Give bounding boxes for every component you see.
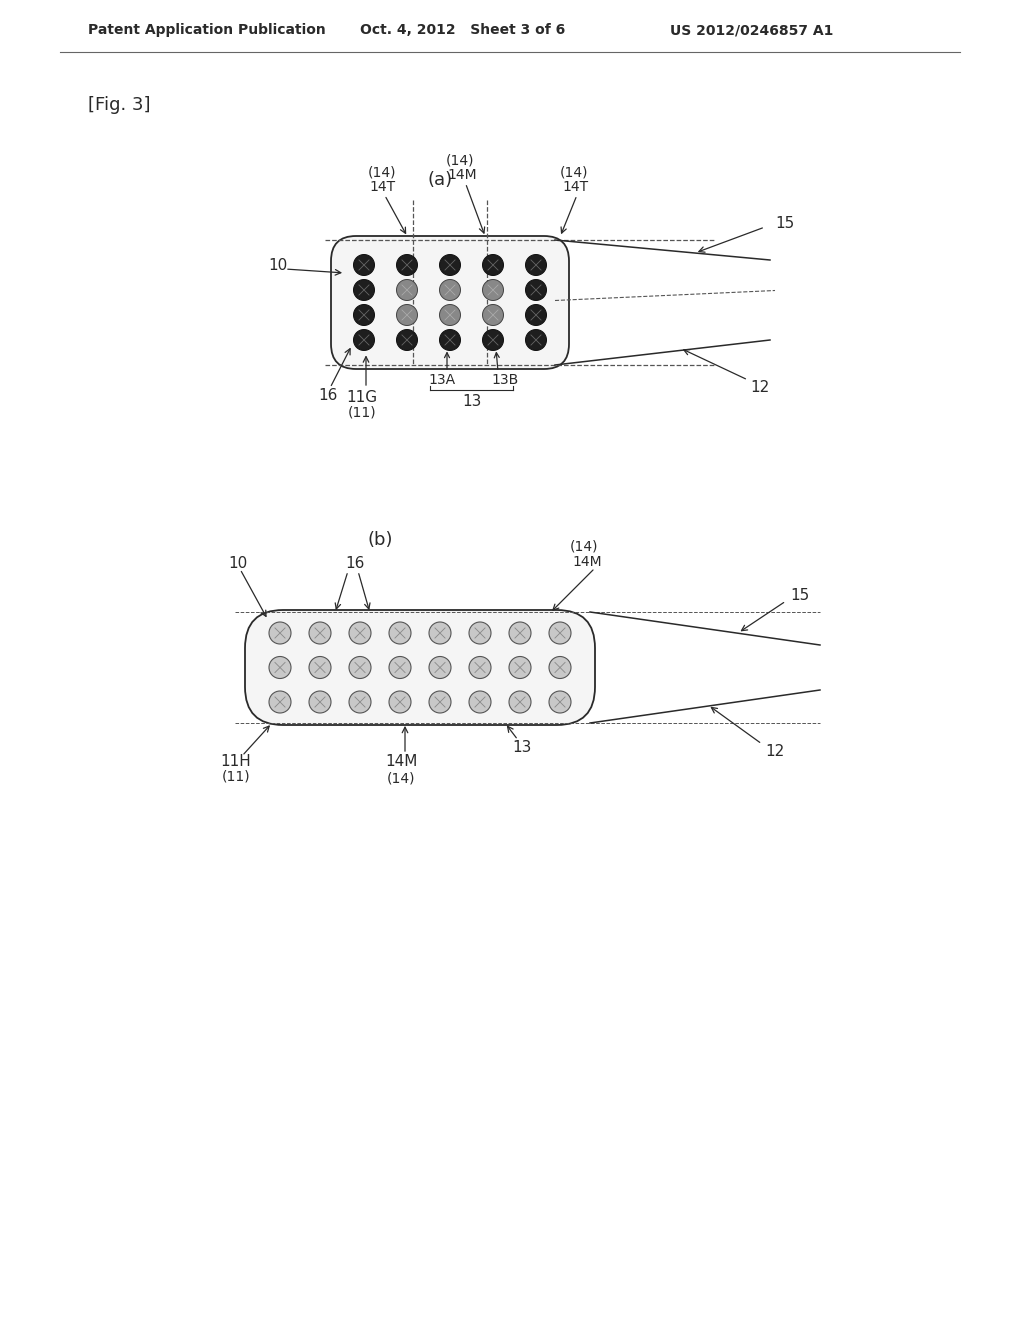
Circle shape bbox=[269, 622, 291, 644]
Circle shape bbox=[353, 330, 375, 351]
Text: (14): (14) bbox=[368, 165, 396, 180]
Text: 10: 10 bbox=[228, 556, 247, 570]
Circle shape bbox=[549, 622, 571, 644]
Circle shape bbox=[389, 690, 411, 713]
Circle shape bbox=[396, 330, 418, 351]
Circle shape bbox=[349, 690, 371, 713]
Text: Oct. 4, 2012   Sheet 3 of 6: Oct. 4, 2012 Sheet 3 of 6 bbox=[360, 22, 565, 37]
Circle shape bbox=[429, 622, 451, 644]
Circle shape bbox=[509, 690, 531, 713]
Text: [Fig. 3]: [Fig. 3] bbox=[88, 96, 151, 114]
Circle shape bbox=[549, 690, 571, 713]
Text: (a): (a) bbox=[427, 172, 453, 189]
Circle shape bbox=[525, 280, 547, 301]
Text: 15: 15 bbox=[790, 587, 809, 602]
Circle shape bbox=[439, 255, 461, 276]
Text: 11H: 11H bbox=[220, 755, 251, 770]
Text: 14T: 14T bbox=[562, 180, 588, 194]
Text: 14T: 14T bbox=[370, 180, 395, 194]
Circle shape bbox=[389, 622, 411, 644]
Text: 14M: 14M bbox=[447, 168, 477, 182]
Circle shape bbox=[349, 622, 371, 644]
Circle shape bbox=[353, 280, 375, 301]
Circle shape bbox=[469, 656, 490, 678]
Text: 14M: 14M bbox=[572, 554, 602, 569]
Circle shape bbox=[429, 690, 451, 713]
Circle shape bbox=[309, 622, 331, 644]
Circle shape bbox=[309, 690, 331, 713]
Circle shape bbox=[482, 280, 504, 301]
Text: 13B: 13B bbox=[490, 374, 518, 387]
Circle shape bbox=[469, 622, 490, 644]
Circle shape bbox=[353, 255, 375, 276]
Circle shape bbox=[525, 330, 547, 351]
Circle shape bbox=[396, 305, 418, 326]
Text: (11): (11) bbox=[222, 770, 251, 784]
Text: US 2012/0246857 A1: US 2012/0246857 A1 bbox=[670, 22, 834, 37]
Text: (14): (14) bbox=[387, 771, 416, 785]
Text: (14): (14) bbox=[560, 165, 589, 180]
Circle shape bbox=[349, 656, 371, 678]
Circle shape bbox=[525, 305, 547, 326]
Text: (b): (b) bbox=[368, 531, 393, 549]
Circle shape bbox=[439, 330, 461, 351]
Circle shape bbox=[269, 656, 291, 678]
Text: 15: 15 bbox=[775, 215, 795, 231]
Circle shape bbox=[429, 656, 451, 678]
Text: 11G: 11G bbox=[346, 391, 377, 405]
Text: 12: 12 bbox=[750, 380, 769, 396]
Text: 13: 13 bbox=[512, 741, 531, 755]
Text: 16: 16 bbox=[345, 556, 365, 570]
Circle shape bbox=[396, 255, 418, 276]
Text: 13: 13 bbox=[462, 395, 481, 409]
Circle shape bbox=[549, 656, 571, 678]
Text: (14): (14) bbox=[445, 153, 474, 168]
Text: 12: 12 bbox=[765, 744, 784, 759]
FancyBboxPatch shape bbox=[245, 610, 595, 725]
Circle shape bbox=[309, 656, 331, 678]
Text: (11): (11) bbox=[348, 405, 377, 418]
Circle shape bbox=[269, 690, 291, 713]
Circle shape bbox=[469, 690, 490, 713]
Circle shape bbox=[353, 305, 375, 326]
Circle shape bbox=[439, 280, 461, 301]
Text: Patent Application Publication: Patent Application Publication bbox=[88, 22, 326, 37]
Text: 10: 10 bbox=[268, 257, 288, 272]
Circle shape bbox=[509, 622, 531, 644]
Text: 13A: 13A bbox=[428, 374, 455, 387]
Circle shape bbox=[482, 305, 504, 326]
Circle shape bbox=[439, 305, 461, 326]
Circle shape bbox=[482, 330, 504, 351]
Circle shape bbox=[389, 656, 411, 678]
Text: 14M: 14M bbox=[385, 755, 418, 770]
Circle shape bbox=[509, 656, 531, 678]
Text: (14): (14) bbox=[570, 540, 598, 554]
FancyBboxPatch shape bbox=[331, 236, 569, 370]
Text: 16: 16 bbox=[318, 388, 337, 403]
Circle shape bbox=[525, 255, 547, 276]
Circle shape bbox=[482, 255, 504, 276]
Circle shape bbox=[396, 280, 418, 301]
